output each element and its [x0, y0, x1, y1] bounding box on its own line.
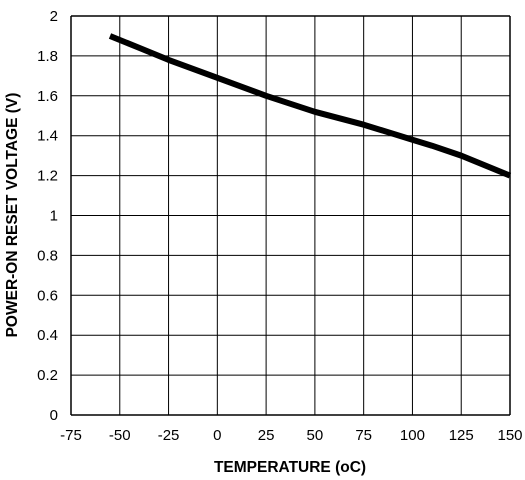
- y-tick-labels: 0 0.2 0.4 0.6 0.8 1 1.2 1.4 1.6 1.8 2: [37, 8, 58, 424]
- y-tick-label-10: 2: [50, 8, 58, 25]
- y-tick-label-3: 0.6: [37, 287, 58, 304]
- x-tick-label-4: 25: [258, 427, 275, 444]
- y-tick-label-7: 1.4: [37, 128, 58, 145]
- y-tick-label-0: 0: [50, 407, 58, 424]
- x-tick-label-2: -25: [158, 427, 180, 444]
- y-tick-label-5: 1: [50, 208, 58, 225]
- grid: [70, 15, 511, 416]
- y-tick-label-6: 1.2: [37, 168, 58, 185]
- y-tick-label-4: 0.8: [37, 247, 58, 264]
- x-tick-label-5: 50: [307, 427, 324, 444]
- x-tick-label-1: -50: [109, 427, 131, 444]
- x-tick-label-3: 0: [213, 427, 221, 444]
- x-tick-label-8: 125: [449, 427, 474, 444]
- y-tick-label-8: 1.6: [37, 88, 58, 105]
- x-tick-labels: -75 -50 -25 0 25 50 75 100 125 150: [60, 427, 522, 444]
- series-line: [108, 33, 512, 179]
- x-tick-label-9: 150: [497, 427, 522, 444]
- y-axis-label: POWER-ON RESET VOLTAGE (V): [4, 93, 21, 338]
- y-tick-label-9: 1.8: [37, 48, 58, 65]
- x-tick-label-7: 100: [400, 427, 425, 444]
- x-tick-label-0: -75: [60, 427, 82, 444]
- y-tick-label-1: 0.2: [37, 367, 58, 384]
- y-tick-label-2: 0.4: [37, 327, 58, 344]
- x-axis-label: TEMPERATURE (oC): [214, 459, 366, 476]
- x-tick-label-6: 75: [355, 427, 372, 444]
